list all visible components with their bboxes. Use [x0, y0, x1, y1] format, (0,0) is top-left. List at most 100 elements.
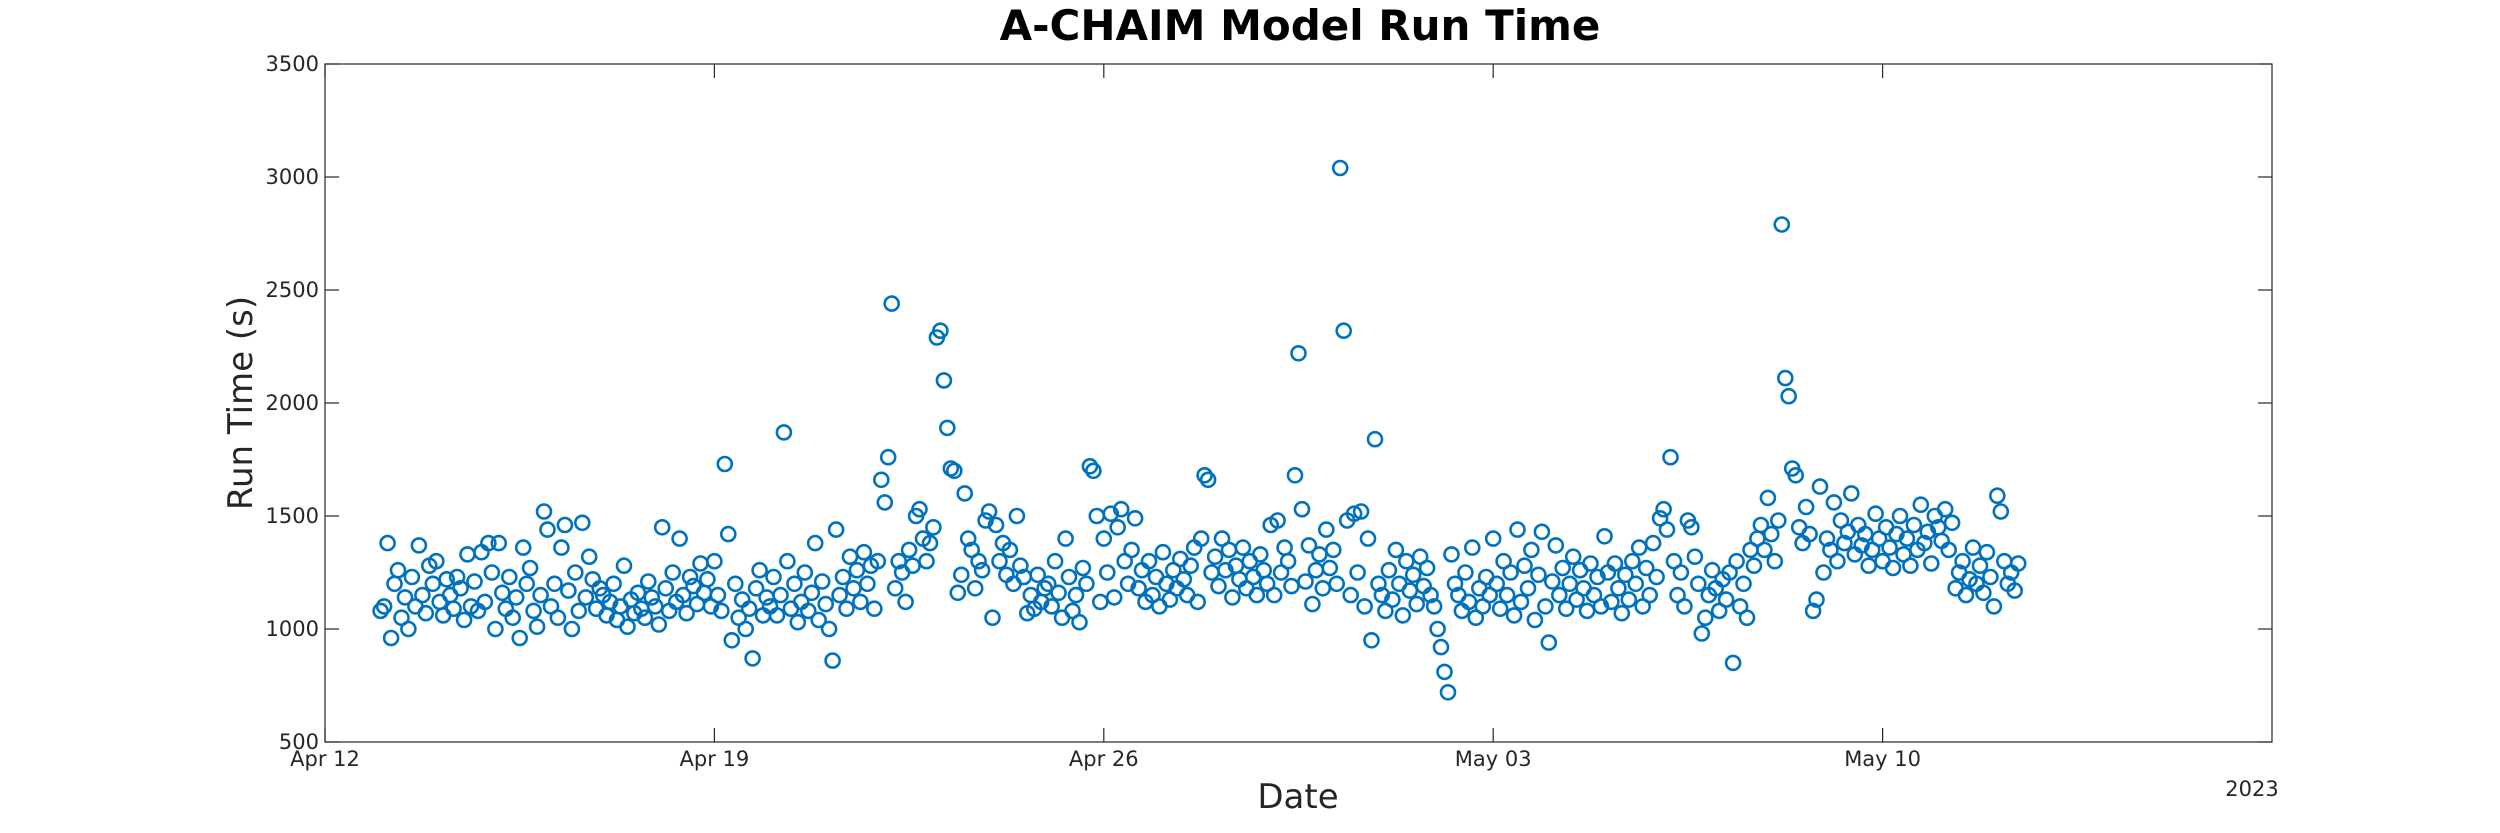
data-point: [511, 629, 529, 647]
data-point: [1099, 564, 1116, 581]
data-point: [980, 503, 998, 520]
data-point: [1603, 593, 1620, 611]
data-point: [1067, 586, 1085, 604]
data-point: [1418, 559, 1436, 577]
data-point: [1356, 598, 1373, 615]
data-point: [865, 600, 883, 618]
data-point: [653, 518, 671, 536]
data-point: [879, 448, 897, 466]
data-point: [1429, 620, 1446, 638]
data-point: [1787, 466, 1804, 484]
data-point: [827, 521, 845, 538]
data-point: [553, 539, 570, 556]
data-point: [372, 602, 389, 620]
data-point: [1192, 530, 1210, 547]
data-point: [556, 516, 574, 534]
data-point: [671, 530, 688, 547]
data-point: [1345, 505, 1363, 523]
data-point: [1074, 559, 1092, 577]
data-point: [1613, 604, 1631, 622]
data-point: [1252, 546, 1269, 563]
data-point: [820, 620, 838, 638]
data-point: [1265, 586, 1283, 604]
data-point: [1971, 557, 1989, 575]
data-point: [1217, 561, 1234, 579]
data-point: [1154, 543, 1172, 561]
data-point: [480, 534, 497, 552]
data-point: [1537, 598, 1554, 615]
data-point: [1891, 507, 1909, 525]
data-point: [518, 575, 536, 593]
data-point: [956, 485, 974, 502]
data-point: [681, 568, 699, 586]
data-point: [1610, 579, 1627, 597]
data-point: [1352, 503, 1370, 520]
data-point: [427, 552, 445, 570]
data-point: [719, 525, 737, 543]
data-point: [1662, 448, 1679, 466]
data-point: [500, 568, 518, 586]
data-point: [379, 534, 396, 552]
data-point: [382, 629, 400, 647]
data-point: [831, 586, 848, 604]
data-point: [1286, 466, 1304, 484]
data-point: [706, 552, 723, 570]
data-point: [1738, 609, 1756, 627]
data-point: [1512, 593, 1530, 611]
data-point: [1318, 521, 1335, 538]
data-point: [1105, 589, 1123, 606]
data-point: [410, 537, 428, 554]
data-point: [1373, 586, 1391, 604]
data-point: [507, 589, 525, 606]
data-point: [1825, 494, 1843, 511]
data-point: [1690, 575, 1707, 593]
data-point: [1592, 598, 1610, 615]
data-point: [1109, 518, 1126, 536]
data-point: [740, 600, 758, 618]
data-point: [1564, 548, 1582, 566]
data-point: [678, 604, 695, 622]
data-point: [1199, 471, 1217, 489]
data-point: [1394, 607, 1412, 624]
data-point: [1717, 591, 1735, 608]
data-point: [1811, 478, 1829, 495]
data-point: [438, 570, 456, 588]
data-point: [1606, 555, 1624, 572]
data-point: [699, 570, 716, 588]
data-point: [452, 579, 469, 597]
data-point: [1815, 564, 1832, 581]
data-point: [1279, 552, 1297, 570]
data-point: [1046, 552, 1064, 570]
data-point: [1370, 575, 1387, 593]
data-point: [1130, 579, 1147, 597]
data-point: [772, 586, 789, 604]
data-point: [1210, 577, 1227, 595]
data-point: [1404, 566, 1422, 584]
data-point: [521, 559, 539, 577]
data-point: [1008, 507, 1026, 525]
data-point: [375, 598, 393, 615]
data-point: [921, 534, 939, 552]
data-point: [577, 589, 595, 606]
data-point: [1112, 500, 1130, 518]
data-point: [1043, 598, 1060, 615]
data-point: [859, 575, 876, 593]
data-point: [1422, 586, 1439, 604]
data-point: [1627, 575, 1644, 593]
data-point: [414, 586, 431, 604]
data-point: [1703, 561, 1721, 579]
data-point: [848, 561, 866, 579]
data-point: [1957, 586, 1975, 604]
data-point: [1836, 534, 1853, 552]
data-point: [1992, 503, 2010, 520]
data-point: [1655, 500, 1672, 518]
data-point: [1801, 525, 1818, 543]
data-point: [1620, 591, 1638, 608]
data-point: [869, 552, 887, 570]
data-point: [1916, 534, 1933, 552]
data-point: [1519, 579, 1537, 597]
data-point: [1196, 466, 1213, 484]
data-point: [1985, 598, 2003, 615]
data-point: [1331, 159, 1349, 177]
data-point: [817, 595, 835, 613]
